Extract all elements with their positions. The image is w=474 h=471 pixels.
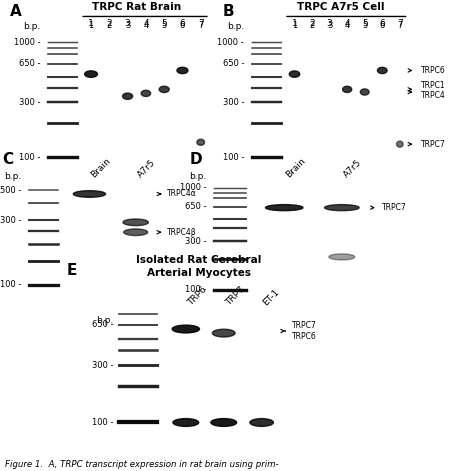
Text: 7: 7 [397,21,402,30]
Ellipse shape [396,141,403,147]
Text: TRPC Rat Brain: TRPC Rat Brain [92,2,181,12]
Text: 300 -: 300 - [92,361,114,370]
Text: 1000 -: 1000 - [14,38,40,47]
Ellipse shape [197,139,205,146]
Text: 500 -: 500 - [0,186,21,195]
Text: 3: 3 [125,19,130,28]
Text: TRP6: TRP6 [186,285,208,307]
Ellipse shape [250,419,273,426]
Text: 2: 2 [107,21,112,30]
Text: 300 -: 300 - [185,236,206,246]
Text: b.p.: b.p. [4,172,21,181]
Text: 7: 7 [198,21,203,30]
Text: 5: 5 [162,21,167,30]
Ellipse shape [211,419,237,426]
Ellipse shape [73,191,106,197]
Text: 4: 4 [345,21,350,30]
Text: TRPC6: TRPC6 [420,66,445,75]
Ellipse shape [172,325,200,333]
Ellipse shape [360,89,369,95]
Text: 1: 1 [292,21,297,30]
Text: 100 -: 100 - [223,153,244,162]
Ellipse shape [265,204,303,211]
Ellipse shape [325,204,359,211]
Text: Brain: Brain [284,156,307,179]
Text: 2: 2 [107,19,112,28]
Text: Isolated Rat Cerebral
Arterial Myocytes: Isolated Rat Cerebral Arterial Myocytes [137,255,262,278]
Text: ET-1: ET-1 [262,287,282,307]
Text: TRPC4α: TRPC4α [167,189,197,198]
Text: 1000 -: 1000 - [218,38,244,47]
Text: 2: 2 [309,19,315,28]
Text: b.p.: b.p. [97,316,114,325]
Text: 4: 4 [143,21,148,30]
Ellipse shape [159,86,169,92]
Text: b.p.: b.p. [189,172,206,181]
Text: TRPC7
TRPC6: TRPC7 TRPC6 [292,321,317,341]
Text: 300 -: 300 - [0,216,21,225]
Text: 1000 -: 1000 - [180,183,206,193]
Text: 6: 6 [180,21,185,30]
Text: 2: 2 [310,21,315,30]
Ellipse shape [177,67,188,73]
Text: C: C [2,152,13,167]
Text: 5: 5 [161,19,167,28]
Text: TRPC4β: TRPC4β [167,227,197,237]
Text: B: B [223,4,235,19]
Text: 100 -: 100 - [92,418,114,427]
Text: 6: 6 [380,21,385,30]
Ellipse shape [343,86,352,92]
Text: 6: 6 [379,19,385,28]
Ellipse shape [377,67,387,73]
Text: b.p.: b.p. [227,22,244,31]
Text: 100 -: 100 - [0,280,21,289]
Text: 7: 7 [198,19,204,28]
Text: 300 -: 300 - [19,98,40,107]
Text: A7r5: A7r5 [342,158,364,179]
Text: 3: 3 [327,21,332,30]
Text: 6: 6 [180,19,185,28]
Ellipse shape [141,90,151,97]
Ellipse shape [123,93,133,99]
Ellipse shape [289,71,300,77]
Text: 100 -: 100 - [19,153,40,162]
Ellipse shape [123,219,148,226]
Text: A7r5: A7r5 [136,158,157,179]
Text: 650 -: 650 - [92,320,114,329]
Ellipse shape [85,71,98,77]
Text: 300 -: 300 - [223,98,244,107]
Text: TRPC1
TRPC4: TRPC1 TRPC4 [420,81,445,100]
Ellipse shape [212,329,235,337]
Text: 650 -: 650 - [19,59,40,68]
Text: b.p.: b.p. [23,22,40,31]
Text: 7: 7 [397,19,403,28]
Text: 3: 3 [327,19,332,28]
Text: 1: 1 [88,19,94,28]
Text: 100 -: 100 - [185,285,206,294]
Text: 4: 4 [344,19,350,28]
Text: 5: 5 [362,19,367,28]
Text: 1: 1 [292,19,297,28]
Text: TRP7: TRP7 [224,285,246,307]
Text: 650 -: 650 - [185,203,206,211]
Text: 4: 4 [143,19,149,28]
Text: TRPC7: TRPC7 [420,140,445,149]
Ellipse shape [173,419,199,426]
Text: 3: 3 [125,21,130,30]
Text: 5: 5 [362,21,367,30]
Text: TRPC A7r5 Cell: TRPC A7r5 Cell [297,2,384,12]
Text: Brain: Brain [90,156,113,179]
Text: A: A [9,4,21,19]
Text: E: E [66,263,77,278]
Ellipse shape [124,229,148,236]
Text: 1: 1 [89,21,94,30]
Text: 650 -: 650 - [223,59,244,68]
Ellipse shape [329,254,355,260]
Text: Figure 1.  A, TRPC transcript expression in rat brain using prim-: Figure 1. A, TRPC transcript expression … [5,460,278,469]
Text: TRPC7: TRPC7 [382,203,406,212]
Text: D: D [190,152,202,167]
